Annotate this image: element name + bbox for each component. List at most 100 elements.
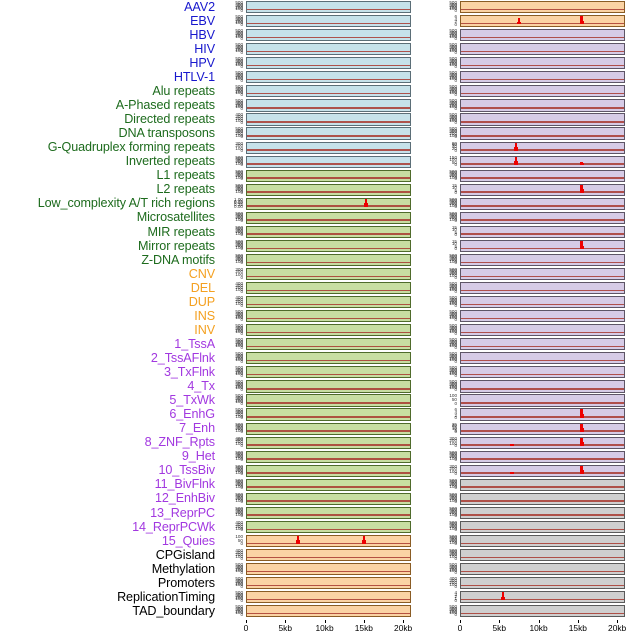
y-tick-label: 0 (454, 148, 457, 154)
y-tick-label: 400 (449, 563, 457, 569)
track-box (460, 563, 625, 576)
track-box (246, 352, 411, 365)
track-label-15-quies: 15_Quies (161, 533, 215, 548)
track-box (460, 15, 625, 28)
data-peak (580, 465, 583, 474)
y-tick-label: 300 (449, 199, 457, 205)
y-tick-label: 0 (240, 246, 243, 252)
y-tick-label: 200 (235, 580, 243, 586)
data-peak (515, 156, 518, 165)
track-label-promoters: Promoters (157, 575, 215, 590)
y-tick-label: 300 (235, 241, 243, 247)
y-axis-ticks: 500 400 300 200 100 0 (432, 548, 458, 561)
baseline (247, 359, 410, 362)
track-box (460, 267, 625, 281)
y-tick-label: 100 (235, 596, 243, 602)
y-tick-label: 100 (235, 441, 243, 447)
y-tick-label: 200 (235, 566, 243, 572)
y-tick-label: 0 (240, 91, 243, 97)
baseline (247, 472, 410, 474)
baseline (247, 416, 410, 418)
y-tick-label: 50 (237, 537, 243, 543)
y-tick-label: 0 (240, 344, 243, 350)
baseline (247, 247, 410, 250)
track-box (460, 534, 625, 548)
y-tick-label: 100 (235, 286, 243, 292)
y-tick-label: 0 (454, 443, 457, 449)
y-tick-label: 0 (240, 49, 243, 55)
baseline (247, 612, 410, 615)
y-tick-label: 300 (449, 59, 457, 65)
y-tick-label: 300 (235, 508, 243, 514)
y-tick-label: 400 (449, 605, 457, 611)
track-box (460, 127, 625, 140)
baseline (247, 205, 410, 207)
track-box (460, 57, 625, 70)
y-tick-label: 300 (449, 577, 457, 583)
y-axis-ticks: 400 300 200 100 0 (218, 436, 244, 449)
track-box (246, 1, 411, 14)
y-tick-label: 200 (449, 566, 457, 572)
data-peak-foot (579, 163, 584, 165)
y-tick-label: 300 (449, 452, 457, 458)
y-tick-label: 0 (240, 541, 243, 547)
track-box (460, 155, 625, 168)
y-tick-label: 200 (449, 454, 457, 460)
y-tick-label: 300 (449, 382, 457, 388)
y-tick-label: 100 (235, 455, 243, 461)
y-tick-label: 0 (454, 358, 457, 364)
y-tick-label: 500 (449, 168, 457, 174)
y-tick-label: 300 (449, 494, 457, 500)
data-peak (364, 198, 368, 207)
track-box (246, 478, 411, 491)
y-tick-label: 500 (449, 98, 457, 104)
y-tick-label: 400 (235, 451, 243, 457)
track-box (460, 520, 625, 534)
track-label-column: AAV2 EBV HBV HIV HPV HTLV-1 Alu repeats A-Phase… (0, 0, 215, 620)
y-tick-label: 0 (240, 274, 243, 280)
track-box (460, 577, 625, 590)
track-label-l2-repeats: L2 repeats (156, 182, 215, 197)
y-axis-ticks: 150 100 50 0 (432, 155, 458, 168)
y-tick-label: 0 (240, 330, 243, 336)
y-tick-label: 100 (449, 76, 457, 82)
y-tick-label: 0 (240, 218, 243, 224)
y-axis-ticks: 500 400 300 200 100 0 (218, 324, 244, 336)
y-tick-label: 300 (235, 101, 243, 107)
y-axis-ticks: 500 400 300 200 100 0 (432, 253, 458, 266)
y-tick-label: 1.00 (234, 196, 243, 202)
track-label-inv: INV (194, 322, 215, 337)
y-tick-label: 300 (235, 296, 243, 302)
track-label-microsatellites: Microsatellites (136, 210, 215, 225)
y-tick-label: 300 (235, 593, 243, 599)
data-peak-foot (579, 413, 584, 418)
y-axis-ticks: 15 10 5 0 (432, 239, 458, 252)
y-tick-label: 3 (454, 591, 457, 597)
y-tick-label: 300 (235, 266, 243, 272)
y-tick-label: 500 (449, 323, 457, 329)
baseline (247, 345, 410, 348)
x-tick-label: 0 (243, 623, 249, 633)
track-box (460, 605, 625, 618)
y-tick-label: 0 (454, 190, 457, 196)
x-tick-label: 5kb (278, 623, 293, 633)
y-tick-label: 500 (235, 42, 243, 48)
y-tick-label: 100 (235, 469, 243, 475)
track-box (246, 71, 411, 84)
y-tick-label: 0 (240, 597, 243, 603)
y-axis-ticks: 400 300 200 100 0 (218, 295, 244, 308)
y-tick-label: 200 (235, 411, 243, 417)
y-axis-ticks: 500 400 300 200 100 0 (218, 605, 244, 617)
data-peak-foot (295, 540, 300, 545)
baseline (247, 78, 410, 81)
y-tick-label: 400 (235, 547, 243, 553)
baseline (247, 8, 410, 11)
y-tick-label: 6 (454, 407, 457, 413)
track-label-12-enhbiv: 12_EnhBiv (154, 491, 215, 506)
y-tick-label: 0 (454, 162, 457, 168)
y-tick-label: 300 (235, 354, 243, 360)
y-tick-label: 400 (235, 479, 243, 485)
y-tick-label: 400 (449, 451, 457, 457)
track-label-3-txflnk: 3_TxFlnk (164, 365, 215, 379)
data-peak-foot (363, 203, 368, 207)
